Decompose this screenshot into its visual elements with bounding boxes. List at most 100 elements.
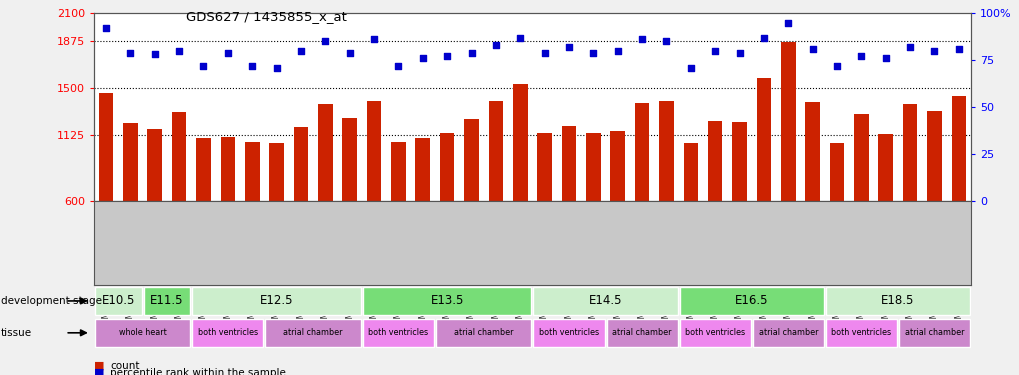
Point	[780, 20, 796, 26]
Point	[244, 63, 260, 69]
Text: both ventricles: both ventricles	[830, 328, 891, 338]
Text: ■: ■	[94, 368, 104, 375]
Point	[706, 48, 722, 54]
Point	[633, 36, 650, 42]
Point	[414, 55, 431, 61]
Bar	[732, 122, 746, 201]
Bar	[828, 143, 844, 201]
Point	[560, 44, 577, 50]
Bar	[220, 137, 235, 201]
Text: E18.5: E18.5	[880, 294, 914, 307]
Text: E10.5: E10.5	[102, 294, 135, 307]
Bar	[196, 138, 211, 201]
Bar	[99, 93, 113, 201]
Point	[171, 48, 187, 54]
Bar	[439, 133, 454, 201]
Point	[268, 64, 284, 70]
Bar	[95, 287, 142, 315]
Text: atrial chamber: atrial chamber	[758, 328, 817, 338]
Point	[682, 64, 698, 70]
Bar	[269, 143, 283, 201]
Bar	[148, 129, 162, 201]
Bar	[951, 96, 965, 201]
Bar	[390, 142, 406, 201]
Text: E12.5: E12.5	[260, 294, 293, 307]
Bar	[658, 100, 674, 201]
Point	[292, 48, 309, 54]
Bar	[756, 78, 770, 201]
Text: both ventricles: both ventricles	[198, 328, 258, 338]
Bar	[679, 287, 823, 315]
Point	[657, 38, 674, 44]
Point	[317, 38, 333, 44]
Bar	[537, 133, 551, 201]
Point	[438, 53, 454, 59]
Text: both ventricles: both ventricles	[368, 328, 428, 338]
Point	[98, 25, 114, 31]
Point	[366, 36, 382, 42]
Bar	[367, 100, 381, 201]
Bar	[265, 319, 361, 347]
Bar	[533, 319, 604, 347]
Bar	[586, 133, 600, 201]
Bar	[435, 319, 531, 347]
Bar	[926, 111, 941, 201]
Bar	[634, 103, 649, 201]
Point	[219, 50, 235, 55]
Bar	[805, 102, 819, 201]
Text: both ventricles: both ventricles	[538, 328, 598, 338]
Point	[463, 50, 479, 55]
Text: tissue: tissue	[1, 328, 33, 338]
Text: atrial chamber: atrial chamber	[283, 328, 342, 338]
Text: GDS627 / 1435855_x_at: GDS627 / 1435855_x_at	[185, 10, 346, 24]
Point	[147, 51, 163, 57]
Point	[536, 50, 552, 55]
Bar	[707, 121, 721, 201]
Bar	[609, 130, 625, 201]
Bar	[318, 104, 332, 201]
Point	[341, 50, 358, 55]
Bar	[488, 100, 502, 201]
Text: E11.5: E11.5	[150, 294, 183, 307]
Bar	[752, 319, 823, 347]
Bar	[193, 319, 263, 347]
Bar	[679, 319, 750, 347]
Bar	[193, 287, 361, 315]
Bar	[144, 287, 191, 315]
Point	[390, 63, 407, 69]
Text: atrial chamber: atrial chamber	[611, 328, 672, 338]
Text: atrial chamber: atrial chamber	[453, 328, 513, 338]
Bar	[171, 112, 186, 201]
Text: development stage: development stage	[1, 296, 102, 306]
Bar	[245, 142, 259, 201]
Text: ■: ■	[94, 361, 104, 370]
Text: E13.5: E13.5	[430, 294, 464, 307]
Bar	[464, 119, 478, 201]
Point	[755, 34, 771, 40]
Point	[609, 48, 626, 54]
Bar	[606, 319, 677, 347]
Text: E14.5: E14.5	[588, 294, 622, 307]
Point	[876, 55, 893, 61]
Point	[585, 50, 601, 55]
Bar	[513, 84, 527, 201]
Point	[852, 53, 868, 59]
Point	[925, 48, 942, 54]
Point	[487, 42, 503, 48]
Bar	[363, 287, 531, 315]
Bar	[825, 319, 896, 347]
Bar	[342, 118, 357, 201]
Text: count: count	[110, 361, 140, 370]
Bar	[902, 104, 916, 201]
Bar	[95, 319, 191, 347]
Point	[804, 46, 820, 52]
Bar	[877, 134, 893, 201]
Bar	[853, 114, 868, 201]
Text: E16.5: E16.5	[735, 294, 767, 307]
Bar	[293, 127, 308, 201]
Point	[196, 63, 212, 69]
Text: atrial chamber: atrial chamber	[904, 328, 963, 338]
Point	[828, 63, 845, 69]
Bar	[561, 126, 576, 201]
Bar	[683, 143, 697, 201]
